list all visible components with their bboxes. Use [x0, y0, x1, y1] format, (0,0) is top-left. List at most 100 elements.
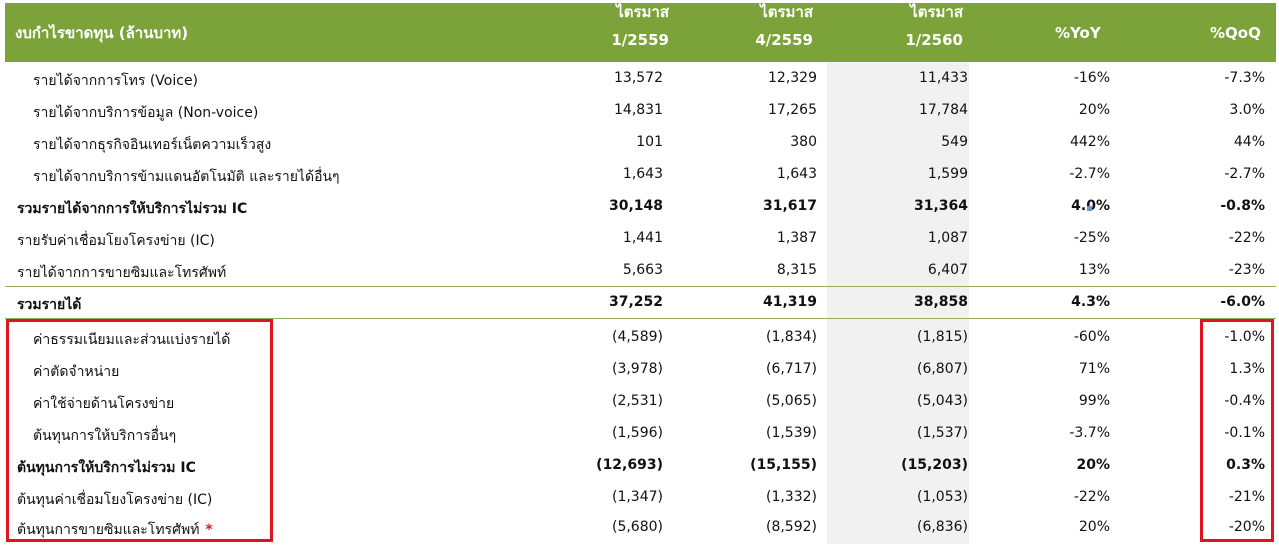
row-label: ค่าตัดจำหน่าย: [33, 364, 120, 380]
row-label: ต้นทุนค่าเชื่อมโยงโครงข่าย (IC): [17, 492, 213, 508]
cell-q4-2559: 1,387: [776, 230, 817, 246]
cell-q1-2560: (1,815): [916, 329, 968, 345]
row-label: รวมรายได้จากการให้บริการไม่รวม IC: [17, 201, 248, 217]
table-row-subtotal: ต้นทุนการให้บริการไม่รวม IC (12,693) (15…: [5, 450, 1276, 482]
cell-q1-2559: (12,693): [596, 457, 663, 473]
cell-qoq: -0.8%: [1220, 198, 1265, 214]
cell-q1-2560: (6,807): [916, 361, 968, 377]
header-title: งบกำไรขาดทุน (ล้านบาท): [15, 24, 189, 42]
cell-qoq: -23%: [1228, 262, 1265, 278]
cell-q1-2559: 101: [636, 134, 663, 150]
table-row-subtotal: รวมรายได้จากการให้บริการไม่รวม IC 30,148…: [5, 191, 1276, 223]
cell-q1-2559: 5,663: [622, 262, 663, 278]
table-row: ค่าธรรมเนียมและส่วนแบ่งรายได้ (4,589) (1…: [5, 322, 1276, 354]
row-label: รายได้จากบริการข้อมูล (Non-voice): [33, 105, 259, 121]
cell-q1-2560: 549: [941, 134, 968, 150]
cell-q1-2559: 1,643: [622, 166, 663, 182]
cell-qoq: -1.0%: [1224, 329, 1265, 345]
table-row: รายได้จากการขายซิมและโทรศัพท์ 5,663 8,31…: [5, 255, 1276, 287]
cell-yoy: 20%: [1078, 102, 1110, 118]
cell-q4-2559: (15,155): [750, 457, 817, 473]
header-period-1: ไตรมาส 1/2559: [569, 3, 669, 49]
cell-q4-2559: 31,617: [762, 198, 817, 214]
header-period-3-line2: 1/2560: [905, 31, 963, 49]
cell-q4-2559: 380: [790, 134, 817, 150]
header-period-3-line1: ไตรมาส: [910, 3, 963, 21]
table-row: ค่าตัดจำหน่าย (3,978) (6,717) (6,807) 71…: [5, 354, 1276, 386]
cell-qoq: -20%: [1228, 519, 1265, 535]
header-period-2-line2: 4/2559: [755, 31, 813, 49]
header-period-2-line1: ไตรมาส: [760, 3, 813, 21]
cell-yoy: -2.7%: [1069, 166, 1110, 182]
header-yoy: %YoY: [1055, 24, 1101, 42]
cell-q1-2559: 30,148: [608, 198, 663, 214]
cell-q1-2560: (1,537): [916, 425, 968, 441]
cell-q1-2560: (5,043): [916, 393, 968, 409]
cell-qoq: -7.3%: [1224, 70, 1265, 86]
cell-qoq: -0.4%: [1224, 393, 1265, 409]
cell-yoy: 4.3%: [1071, 294, 1110, 310]
cell-yoy: 13%: [1078, 262, 1110, 278]
header-period-3: ไตรมาส 1/2560: [863, 3, 963, 49]
cell-qoq: 44%: [1233, 134, 1265, 150]
table-header: งบกำไรขาดทุน (ล้านบาท) ไตรมาส 1/2559 ไตร…: [5, 3, 1276, 62]
divider-line: [5, 318, 1276, 319]
cell-q1-2560: 1,599: [927, 166, 968, 182]
table-row-total: รวมรายได้ 37,252 41,319 38,858 4.3% -6.0…: [5, 287, 1276, 319]
cell-q4-2559: (1,332): [765, 489, 817, 505]
cell-q1-2560: 31,364: [913, 198, 968, 214]
cell-q4-2559: (8,592): [765, 519, 817, 535]
cell-yoy: -16%: [1073, 70, 1110, 86]
cell-yoy: 99%: [1078, 393, 1110, 409]
cell-q1-2559: 37,252: [608, 294, 663, 310]
cell-q1-2559: (3,978): [611, 361, 663, 377]
cell-qoq: -22%: [1228, 230, 1265, 246]
cell-qoq: -6.0%: [1220, 294, 1265, 310]
cell-yoy: -60%: [1073, 329, 1110, 345]
cell-q1-2559: 1,441: [622, 230, 663, 246]
asterisk-marker: *: [205, 522, 213, 538]
row-label: ค่าใช้จ่ายด้านโครงข่าย: [33, 396, 175, 412]
row-label: ต้นทุนการขายซิมและโทรศัพท์ *: [17, 519, 213, 541]
cell-yoy: 20%: [1078, 519, 1110, 535]
row-label: รวมรายได้: [17, 297, 82, 313]
qoq-cost-highlight-box: [1200, 319, 1274, 542]
cell-q1-2559: (1,596): [611, 425, 663, 441]
cell-q1-2559: (1,347): [611, 489, 663, 505]
row-label: ต้นทุนการให้บริการอื่นๆ: [33, 428, 177, 444]
header-qoq: %QoQ: [1210, 24, 1261, 42]
row-label: ต้นทุนการให้บริการไม่รวม IC: [17, 460, 196, 476]
row-label: รายได้จากธุรกิจอินเทอร์เน็ตความเร็วสูง: [33, 137, 272, 153]
table-row: ต้นทุนการให้บริการอื่นๆ (1,596) (1,539) …: [5, 418, 1276, 450]
table-row: รายได้จากธุรกิจอินเทอร์เน็ตความเร็วสูง 1…: [5, 127, 1276, 159]
cell-q1-2559: 13,572: [614, 70, 663, 86]
row-label: ค่าธรรมเนียมและส่วนแบ่งรายได้: [33, 332, 231, 348]
cell-q1-2559: (2,531): [611, 393, 663, 409]
current-quarter-column-shade: [827, 62, 969, 544]
cell-q4-2559: (1,834): [765, 329, 817, 345]
cell-qoq: -2.7%: [1224, 166, 1265, 182]
row-label: รายรับค่าเชื่อมโยงโครงข่าย (IC): [17, 233, 215, 249]
row-label: รายได้จากการโทร (Voice): [33, 73, 199, 89]
cell-q1-2560: (15,203): [901, 457, 968, 473]
header-period-2: ไตรมาส 4/2559: [713, 3, 813, 49]
cell-yoy: 20%: [1076, 457, 1110, 473]
cell-q1-2560: (6,836): [916, 519, 968, 535]
cell-q1-2560: 1,087: [927, 230, 968, 246]
cell-yoy: -3.7%: [1069, 425, 1110, 441]
table-row: ต้นทุนค่าเชื่อมโยงโครงข่าย (IC) (1,347) …: [5, 482, 1276, 514]
table-row: ค่าใช้จ่ายด้านโครงข่าย (2,531) (5,065) (…: [5, 386, 1276, 418]
cell-q4-2559: 8,315: [776, 262, 817, 278]
table-row: รายได้จากบริการข้อมูล (Non-voice) 14,831…: [5, 95, 1276, 127]
table-row: รายได้จากบริการข้ามแดนอัตโนมัติ และรายได…: [5, 159, 1276, 191]
cell-q1-2559: (4,589): [611, 329, 663, 345]
table-row: รายได้จากการโทร (Voice) 13,572 12,329 11…: [5, 63, 1276, 95]
cell-q4-2559: 41,319: [762, 294, 817, 310]
marker-dot: [1087, 206, 1092, 211]
cell-q1-2560: 17,784: [919, 102, 968, 118]
row-label: รายได้จากบริการข้ามแดนอัตโนมัติ และรายได…: [33, 169, 340, 185]
cell-q1-2559: 14,831: [614, 102, 663, 118]
cell-q4-2559: 12,329: [768, 70, 817, 86]
cost-labels-highlight-box: [6, 319, 273, 542]
